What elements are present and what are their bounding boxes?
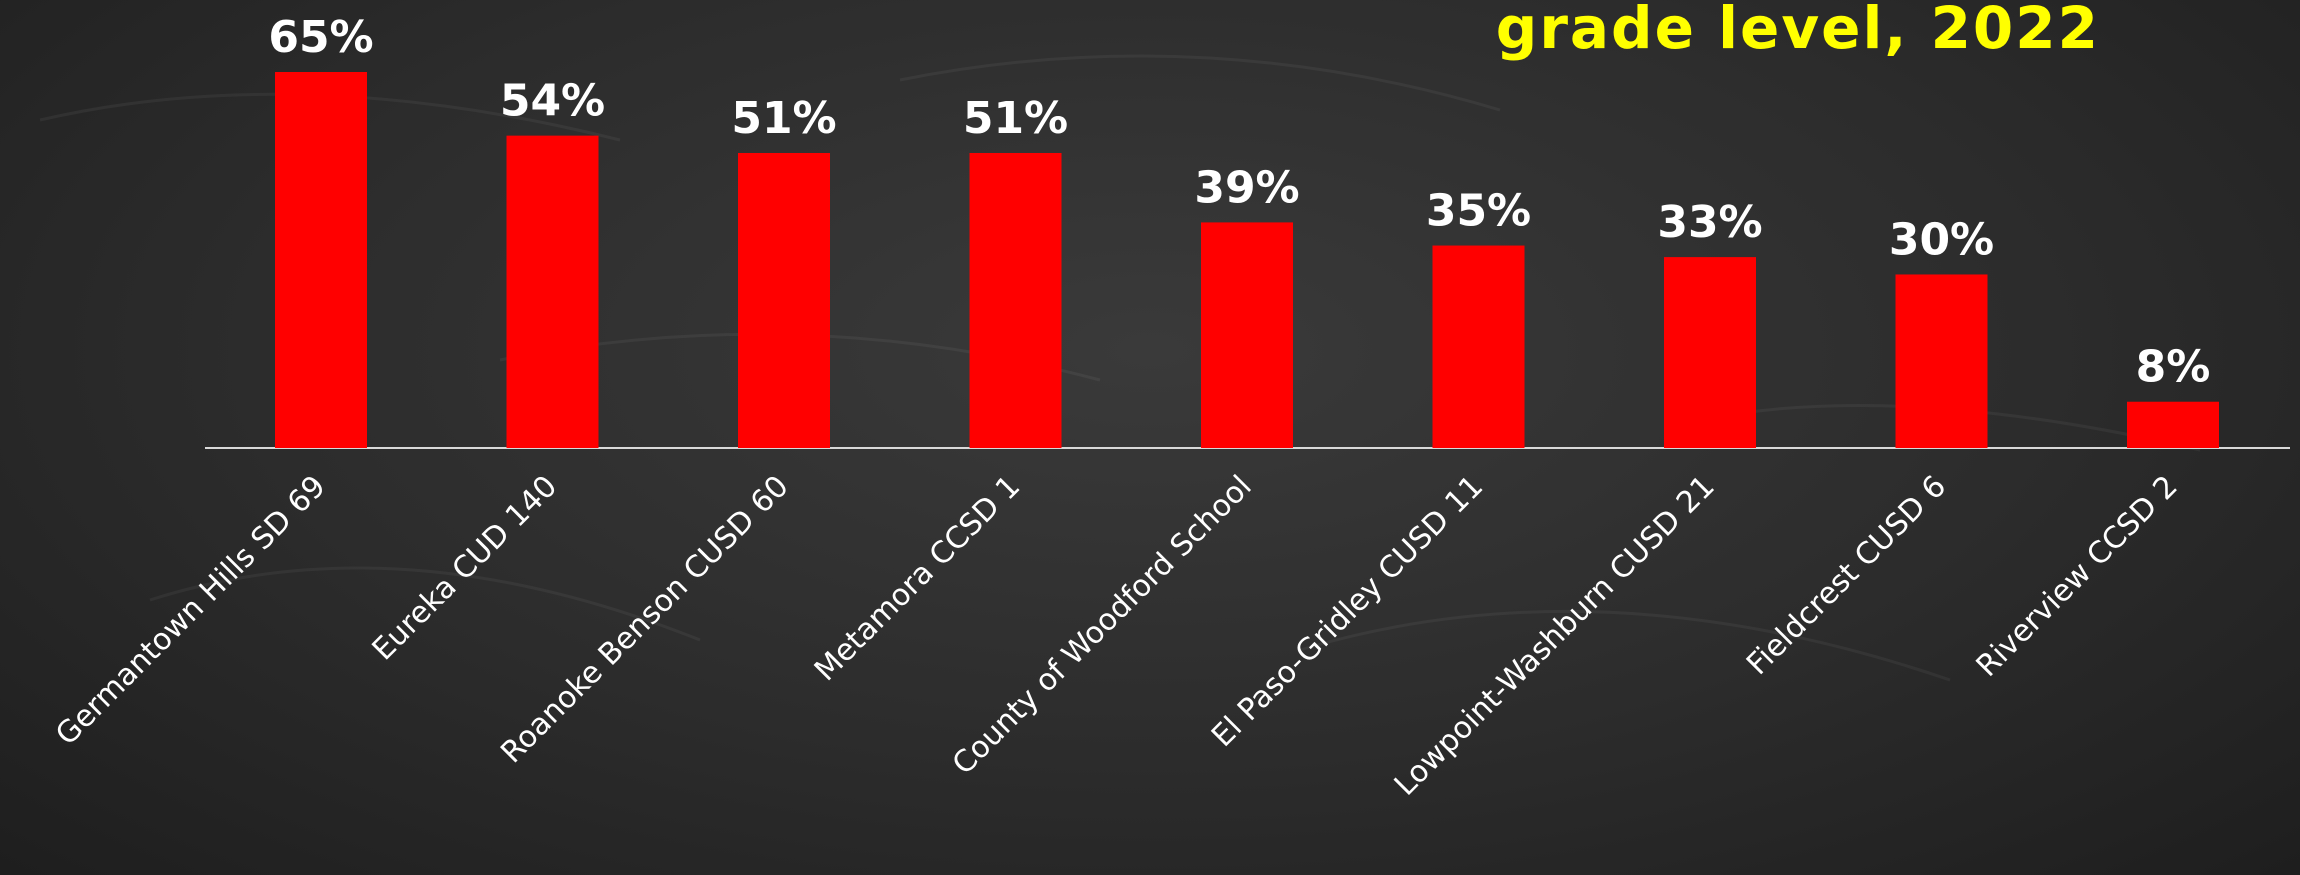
data-label: 65% (268, 12, 373, 63)
bar (2127, 401, 2219, 448)
x-tick-labels-group: Germantown Hills SD 69 Eureka CUD 140Roan… (49, 469, 2184, 803)
chart-title: grade level, 2022 (1495, 0, 2100, 62)
bars-group (275, 72, 2219, 448)
data-label: 39% (1194, 162, 1299, 213)
bar (1895, 274, 1988, 448)
data-label: 8% (2136, 342, 2211, 393)
bar (1201, 222, 1293, 448)
data-label: 33% (1657, 197, 1762, 248)
data-label: 51% (963, 93, 1068, 144)
x-tick-label: Metamora CCSD 1 (808, 469, 1027, 688)
bar (506, 135, 599, 448)
data-label: 30% (1889, 214, 1994, 265)
bar (1664, 257, 1756, 448)
x-tick-label: Germantown Hills SD 69 (49, 469, 332, 752)
data-label: 35% (1426, 186, 1531, 237)
bar (1432, 245, 1525, 448)
data-labels-group: 65% 54% 51% 51% 39% 35% 33% 30% 8% (268, 12, 2210, 393)
bar (969, 152, 1062, 448)
bar (275, 72, 367, 448)
x-tick-label: El Paso-Gridley CUSD 11 (1205, 469, 1490, 754)
x-tick-label: Eureka CUD 140 (366, 469, 564, 667)
x-tick-label: Fieldcrest CUSD 6 (1740, 469, 1953, 682)
bar (738, 152, 830, 448)
data-label: 54% (500, 76, 605, 127)
x-tick-label: Riverview CCSD 2 (1970, 469, 2185, 684)
data-label: 51% (731, 93, 836, 144)
